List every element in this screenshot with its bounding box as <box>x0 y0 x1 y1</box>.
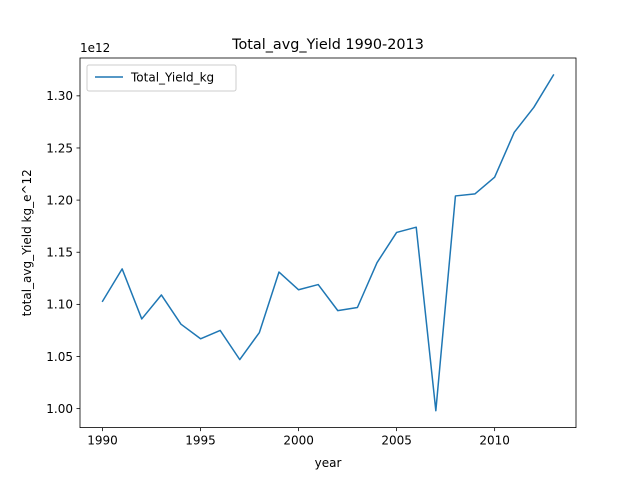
y-axis-offset-text: 1e12 <box>80 41 110 55</box>
x-axis-label: year <box>315 456 342 470</box>
axes-frame <box>79 57 577 429</box>
series-line-total-yield-kg <box>101 73 555 412</box>
x-tick-label: 2010 <box>479 434 510 448</box>
legend: Total_Yield_kg <box>86 64 237 92</box>
x-tick-label: 2000 <box>283 434 314 448</box>
y-tick-label: 1.30 <box>46 89 73 103</box>
x-tick-label: 1990 <box>87 434 118 448</box>
x-tick-label: 2005 <box>381 434 412 448</box>
legend-box <box>86 64 237 92</box>
y-tick-label: 1.05 <box>46 350 73 364</box>
x-tick-label: 1995 <box>185 434 216 448</box>
x-axis-ticks: 1990 1995 2000 2005 2010 <box>87 427 510 448</box>
y-tick-label: 1.00 <box>46 402 73 416</box>
legend-label-total-yield-kg: Total_Yield_kg <box>130 71 214 85</box>
y-tick-label: 1.10 <box>46 298 73 312</box>
y-tick-label: 1.20 <box>46 193 73 207</box>
y-axis-ticks: 1.00 1.05 1.10 1.15 1.20 1.25 1.30 <box>46 89 80 416</box>
plot-area <box>80 58 576 428</box>
y-tick-label: 1.25 <box>46 141 73 155</box>
chart-title: Total_avg_Yield 1990-2013 <box>231 37 424 53</box>
y-axis-label: total_avg_Yield kg_e^12 <box>20 169 34 316</box>
y-tick-label: 1.15 <box>46 246 73 260</box>
series-lines <box>101 73 555 412</box>
